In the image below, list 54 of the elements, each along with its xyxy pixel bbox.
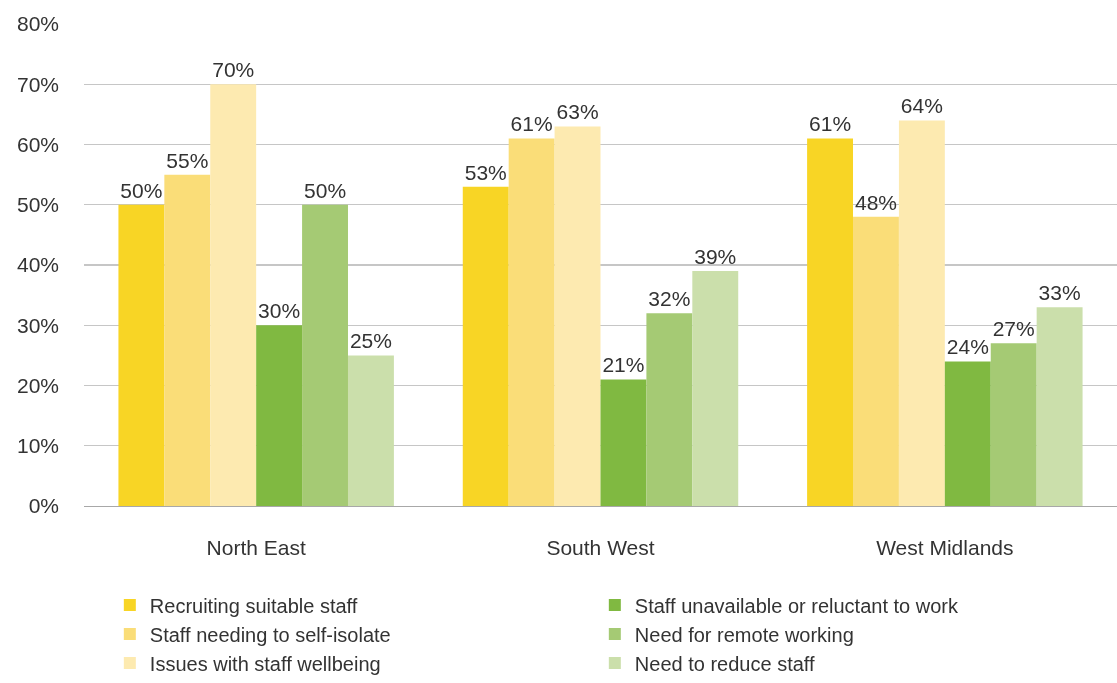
- legend-label: Staff unavailable or reluctant to work: [634, 594, 959, 617]
- y-tick-label: 10%: [16, 434, 59, 458]
- bar: [990, 343, 1037, 506]
- y-tick-label: 40%: [16, 253, 59, 277]
- data-label: 50%: [120, 178, 163, 202]
- data-label: 30%: [258, 299, 301, 323]
- data-label: 61%: [809, 112, 852, 136]
- bar: [164, 174, 211, 506]
- data-label: 70%: [212, 58, 255, 82]
- data-label: 32%: [648, 287, 691, 311]
- bar: [944, 361, 991, 506]
- bar: [118, 204, 165, 506]
- data-label: 50%: [304, 178, 347, 202]
- bar: [600, 379, 647, 506]
- bar: [807, 138, 854, 506]
- x-tick-label: West Midlands: [876, 535, 1014, 559]
- data-label: 53%: [464, 160, 507, 184]
- data-label: 33%: [1038, 281, 1081, 305]
- data-label: 24%: [946, 335, 989, 359]
- legend-label: Issues with staff wellbeing: [149, 652, 381, 675]
- bar: [256, 325, 303, 506]
- legend-label: Need for remote working: [634, 623, 854, 646]
- data-label: 61%: [510, 112, 553, 136]
- y-tick-label: 50%: [16, 193, 59, 217]
- legend-label: Recruiting suitable staff: [149, 594, 358, 617]
- bar: [508, 138, 555, 506]
- y-tick-label: 60%: [16, 132, 59, 156]
- data-label: 64%: [900, 94, 943, 118]
- bar: [646, 313, 693, 506]
- bar: [898, 120, 945, 506]
- bar: [347, 355, 394, 506]
- data-label: 25%: [349, 329, 392, 353]
- bar: [692, 271, 739, 506]
- y-tick-label: 20%: [16, 373, 59, 397]
- data-label: 63%: [556, 100, 599, 124]
- legend-label: Need to reduce staff: [634, 652, 816, 675]
- y-tick-label: 0%: [28, 494, 59, 518]
- bar: [302, 204, 348, 506]
- data-label: 55%: [166, 148, 209, 172]
- bar: [853, 216, 899, 506]
- x-tick-label: North East: [206, 535, 306, 559]
- data-label: 48%: [854, 190, 897, 214]
- data-label: 21%: [602, 353, 645, 377]
- bar: [1036, 307, 1083, 506]
- bar: [554, 126, 601, 506]
- y-tick-label: 30%: [16, 313, 59, 337]
- legend-label: Staff needing to self-isolate: [149, 623, 391, 646]
- bar: [462, 186, 509, 506]
- y-tick-label: 80%: [16, 12, 59, 36]
- data-label: 27%: [992, 317, 1035, 341]
- data-label: 39%: [694, 245, 737, 269]
- x-tick-label: South West: [546, 535, 655, 559]
- y-tick-label: 70%: [16, 72, 59, 96]
- bar: [210, 84, 257, 506]
